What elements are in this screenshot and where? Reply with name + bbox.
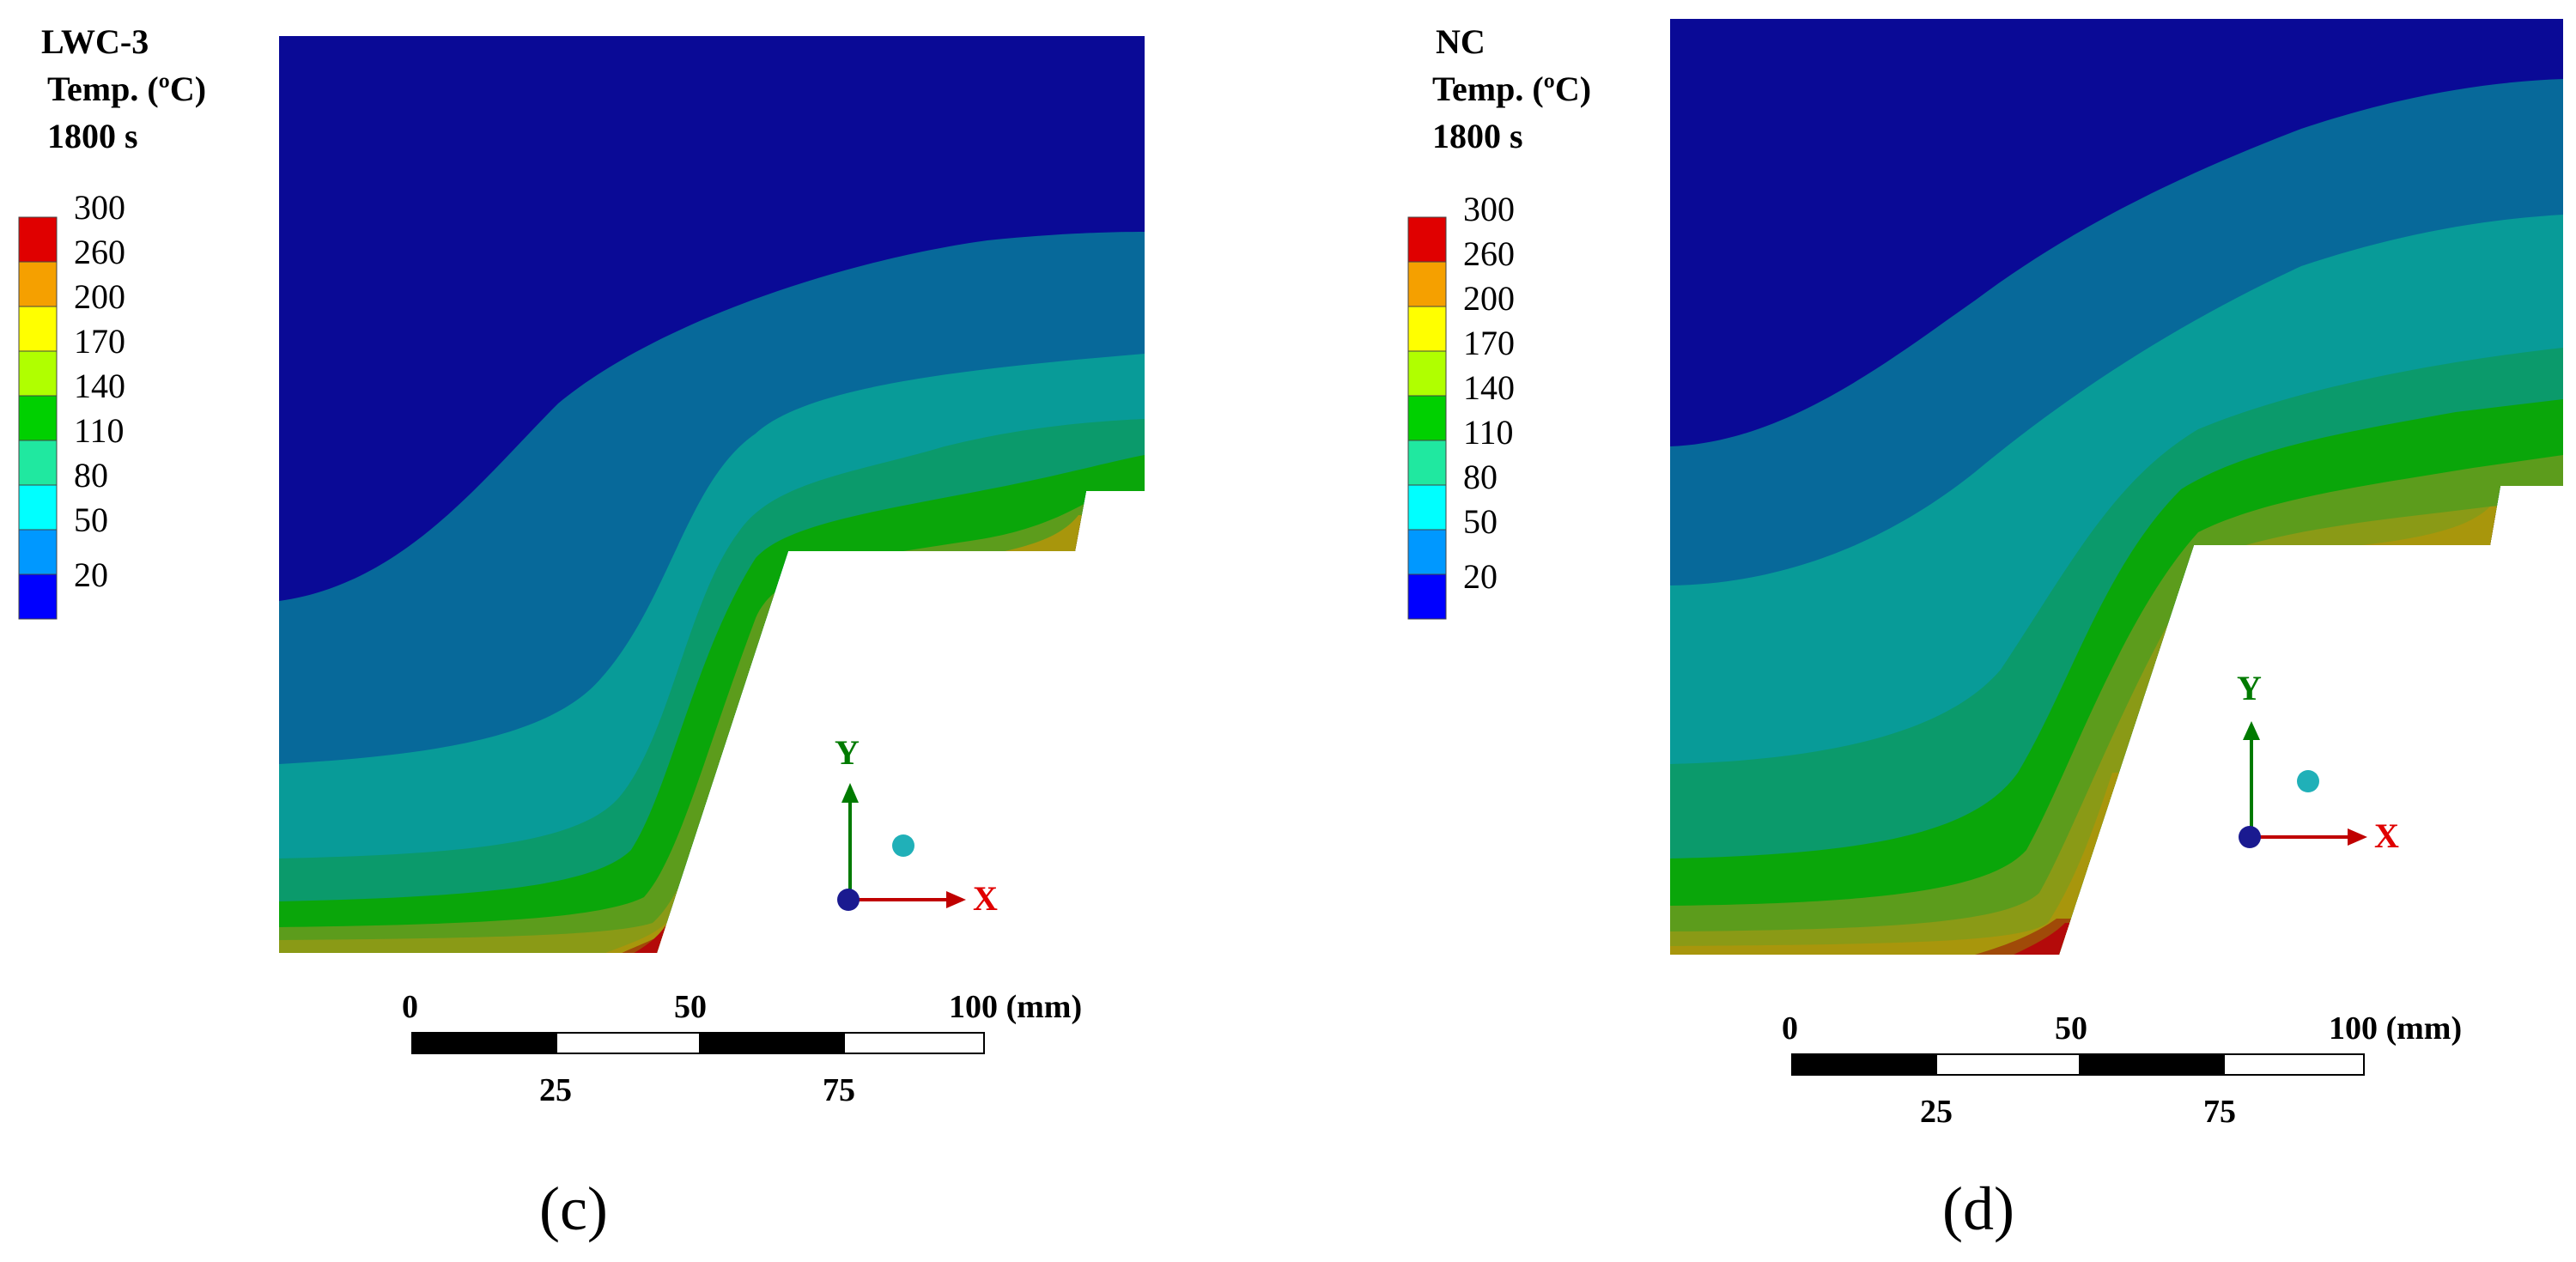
- legend-swatch: [18, 350, 58, 397]
- scale-bottom-label: 25: [539, 1072, 572, 1108]
- legend-value: 20: [1463, 557, 1498, 596]
- legend-value: 50: [1463, 502, 1498, 541]
- panel-d: NC Temp. (ºC) 1800 s 300 260 200 170 140…: [1407, 19, 2563, 1243]
- panel-c-title-line-1: LWC-3: [41, 22, 149, 61]
- legend-swatch: [18, 573, 58, 620]
- legend-swatch: [1407, 350, 1447, 397]
- scale-top-label: 50: [674, 989, 707, 1025]
- x-axis-label: X: [2374, 816, 2399, 855]
- origin-sphere: [2239, 826, 2261, 848]
- y-axis-arrow-head: [841, 783, 859, 803]
- contour-band: [601, 919, 1145, 953]
- panel-d-scale-bar: 0 50 100 (mm) 25 75: [1782, 1010, 2462, 1130]
- legend-swatch: [1407, 529, 1447, 575]
- legend-swatch: [18, 484, 58, 531]
- y-axis-arrow-head: [2243, 721, 2260, 740]
- panel-c-title-line-2: Temp. (ºC): [47, 70, 206, 108]
- legend-swatch: [1407, 440, 1447, 486]
- panel-c-title: LWC-3 Temp. (ºC) 1800 s: [41, 22, 206, 155]
- legend-value: 170: [1463, 324, 1515, 362]
- legend-value: 20: [74, 555, 108, 594]
- legend-value: 300: [1463, 190, 1515, 228]
- legend-swatch: [1407, 216, 1447, 263]
- legend-value: 140: [1463, 368, 1515, 407]
- legend-value: 170: [74, 322, 125, 361]
- scale-segment-white: [1935, 1053, 2081, 1076]
- legend-value: 80: [1463, 458, 1498, 496]
- scale-top-label: 100 (mm): [2329, 1010, 2462, 1047]
- legend-swatch: [18, 216, 58, 263]
- legend-value: 80: [74, 456, 108, 494]
- x-axis-label: X: [973, 879, 998, 918]
- panel-d-contour: [1670, 19, 2563, 955]
- y-axis-label: Y: [2237, 669, 2262, 707]
- scale-top-label: 0: [402, 989, 418, 1025]
- legend-swatch: [18, 440, 58, 486]
- contour-band: [1005, 515, 1084, 554]
- legend-value: 200: [74, 277, 125, 316]
- legend-swatch: [18, 261, 58, 307]
- legend-swatch: [18, 306, 58, 352]
- panel-c-scale-bar: 0 50 100 (mm) 25 75: [402, 989, 1082, 1108]
- scale-bottom-label: 25: [1920, 1094, 1953, 1130]
- y-axis-label: Y: [835, 733, 860, 772]
- scale-bottom-label: 75: [2203, 1094, 2236, 1130]
- panel-d-legend: 300 260 200 170 140 110 80 50 20: [1407, 190, 1515, 620]
- panel-d-title: NC Temp. (ºC) 1800 s: [1432, 22, 1591, 155]
- scale-bottom-label: 75: [823, 1072, 855, 1108]
- orientation-sphere: [892, 834, 914, 857]
- legend-value: 110: [1463, 413, 1514, 452]
- scale-top-label: 0: [1782, 1010, 1798, 1047]
- scale-segment-black: [411, 1032, 557, 1054]
- legend-swatch: [1407, 306, 1447, 352]
- panel-c-title-line-3: 1800 s: [47, 117, 138, 155]
- x-axis-arrow-head: [2348, 828, 2367, 846]
- scale-segment-white: [843, 1032, 985, 1054]
- origin-sphere: [837, 889, 860, 911]
- panel-c: LWC-3 Temp. (ºC) 1800 s 300 260 200 170 …: [18, 22, 1145, 1243]
- panel-c-axis-triad: Y X: [835, 733, 998, 918]
- scale-segment-black: [699, 1032, 845, 1054]
- legend-swatch: [1407, 261, 1447, 307]
- orientation-sphere: [2297, 770, 2319, 792]
- legend-value: 260: [74, 233, 125, 271]
- legend-swatch: [1407, 484, 1447, 531]
- scale-segment-black: [1791, 1053, 1937, 1076]
- legend-swatch: [1407, 395, 1447, 441]
- legend-swatch: [18, 529, 58, 575]
- legend-value: 260: [1463, 234, 1515, 273]
- panel-c-legend: 300 260 200 170 140 110 80 50 20: [18, 188, 125, 620]
- scale-segment-white: [2223, 1053, 2365, 1076]
- scale-segment-white: [556, 1032, 701, 1054]
- panel-d-title-line-2: Temp. (ºC): [1432, 70, 1591, 108]
- legend-value: 300: [74, 188, 125, 227]
- scale-top-label: 50: [2055, 1010, 2087, 1047]
- legend-value: 140: [74, 367, 125, 405]
- panel-c-contour: [279, 36, 1145, 953]
- legend-value: 200: [1463, 279, 1515, 318]
- panel-label-c: (c): [539, 1174, 608, 1243]
- legend-swatch: [1407, 573, 1447, 620]
- legend-value: 50: [74, 501, 108, 539]
- scale-top-label: 100 (mm): [949, 989, 1082, 1025]
- panel-d-title-line-1: NC: [1436, 22, 1485, 61]
- panel-label-d: (d): [1942, 1174, 2014, 1243]
- panel-d-axis-triad: Y X: [2237, 669, 2399, 855]
- legend-value: 110: [74, 411, 125, 450]
- panel-d-title-line-3: 1800 s: [1432, 117, 1523, 155]
- legend-swatch: [18, 395, 58, 441]
- x-axis-arrow-head: [946, 891, 966, 908]
- scale-segment-black: [2079, 1053, 2225, 1076]
- contour-band: [618, 927, 674, 953]
- contour-band: [2361, 507, 2499, 549]
